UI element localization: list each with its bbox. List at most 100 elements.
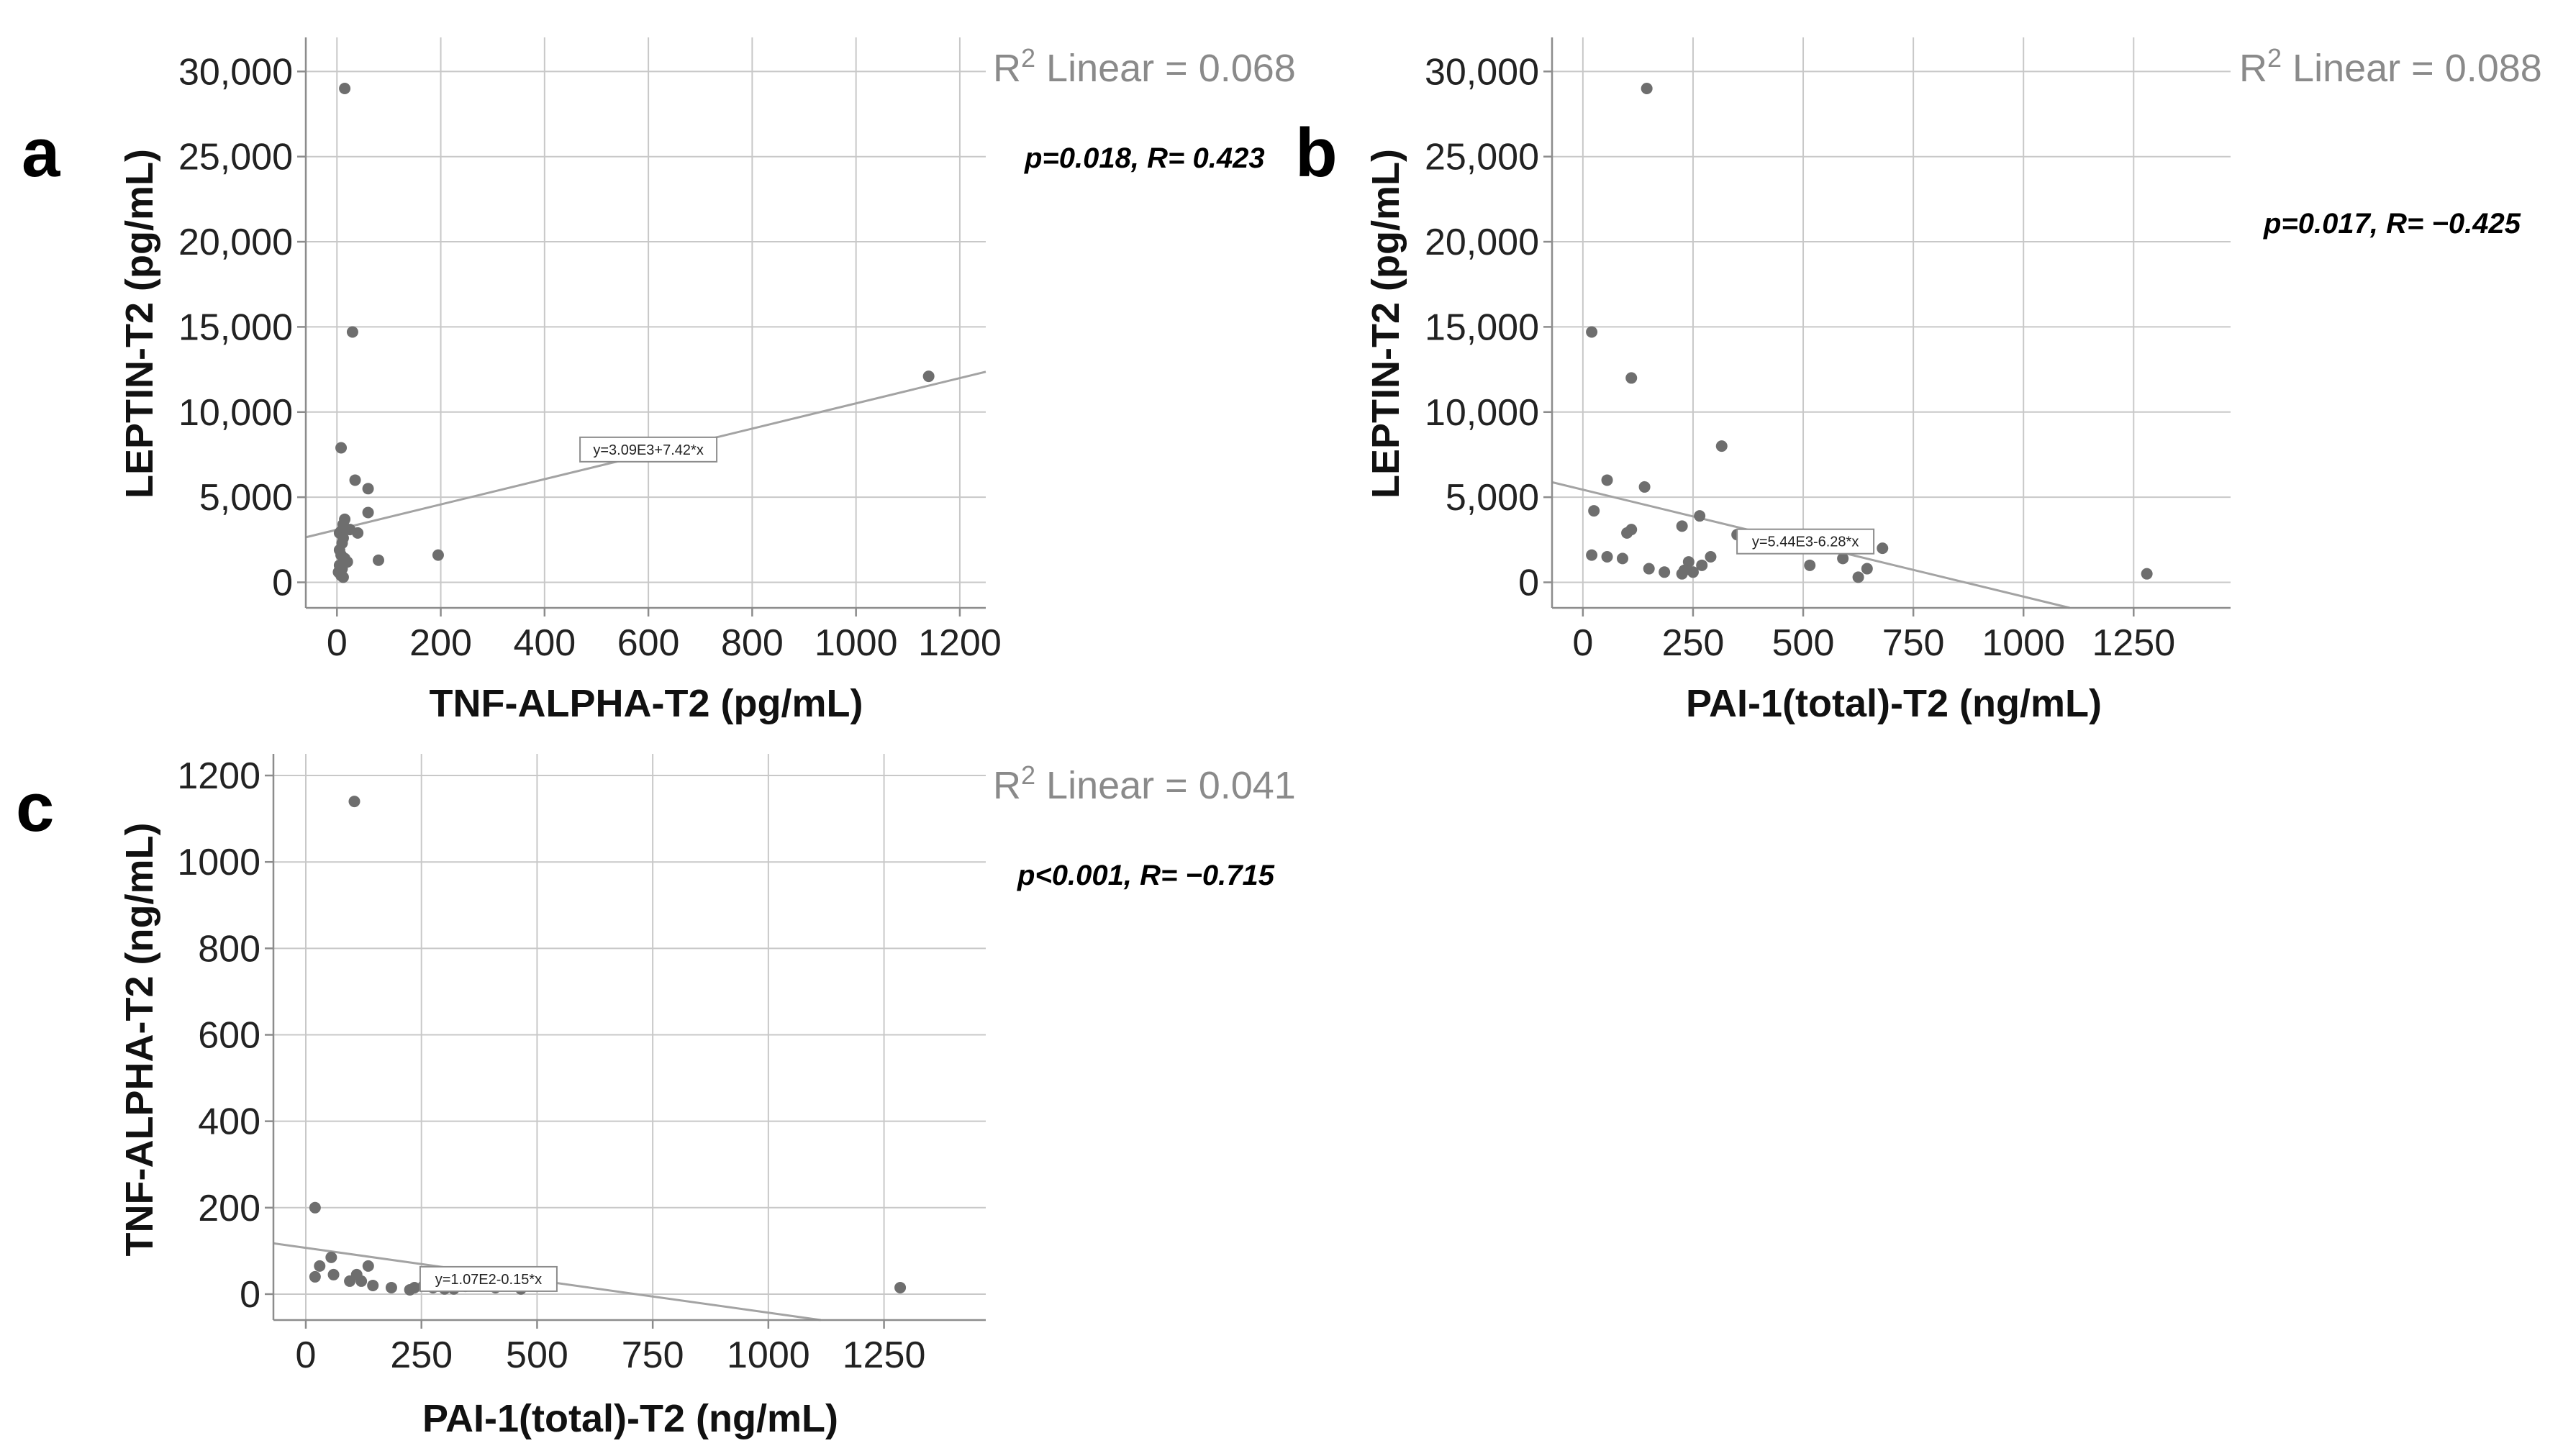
x-axis-title: TNF-ALPHA-T2 (pg/mL) — [430, 682, 863, 725]
x-tick-label: 0 — [1572, 622, 1593, 664]
x-tick-label: 500 — [506, 1334, 568, 1376]
y-tick-label: 30,000 — [1425, 51, 1539, 93]
scatter-panel-c: c y=1.07E2-0.15*x 020040060080010001200 … — [16, 754, 1296, 1440]
equation-callout: y=3.09E3+7.42*x — [579, 436, 718, 463]
data-point — [346, 326, 358, 338]
y-tick-labels: 0 200 400 600 800 1000 1200 — [177, 755, 260, 1316]
grid — [306, 37, 986, 608]
x-tick-label: 750 — [622, 1334, 684, 1376]
data-point — [1601, 550, 1613, 563]
data-point — [1804, 559, 1816, 571]
y-tick-label: 5,000 — [1446, 477, 1539, 519]
data-point — [1705, 550, 1717, 563]
axes — [265, 754, 986, 1329]
stat-label: p=0.017, R= −0.425 — [2263, 208, 2521, 240]
y-tick-label: 200 — [198, 1188, 260, 1229]
data-point — [1625, 524, 1638, 536]
data-point — [1852, 571, 1864, 583]
y-tick-label: 400 — [198, 1101, 260, 1143]
data-point — [1715, 440, 1728, 452]
data-point — [1837, 552, 1849, 565]
data-point — [409, 1281, 421, 1293]
x-tick-label: 800 — [721, 622, 784, 664]
y-tick-label: 30,000 — [178, 51, 293, 93]
equation-box — [419, 1265, 558, 1292]
grid — [1552, 37, 2231, 608]
y-tick-label: 5,000 — [199, 477, 293, 519]
data-point — [1694, 510, 1706, 522]
data-point — [372, 554, 384, 566]
y-tick-label: 600 — [198, 1014, 260, 1056]
y-tick-label: 25,000 — [178, 137, 293, 178]
panel-letter-b: b — [1295, 114, 1338, 191]
x-tick-label: 1000 — [1982, 622, 2065, 664]
data-point — [325, 1251, 337, 1263]
y-tick-label: 20,000 — [178, 222, 293, 263]
x-tick-labels: 0 250 500 750 1000 1250 — [296, 1334, 926, 1376]
x-axis-title: PAI-1(total)-T2 (ng/mL) — [1686, 682, 2102, 725]
x-tick-label: 1200 — [918, 622, 1002, 664]
data-point — [1696, 559, 1708, 571]
r-squared-value: Linear = 0.041 — [1046, 764, 1296, 807]
data-point — [922, 370, 935, 383]
y-tick-label: 15,000 — [1425, 306, 1539, 348]
data-points — [309, 796, 907, 1296]
y-tick-label: 15,000 — [178, 306, 293, 348]
x-tick-label: 1000 — [815, 622, 898, 664]
data-point — [1643, 563, 1655, 575]
data-point — [335, 442, 348, 454]
equation-callout: y=1.07E2-0.15*x — [419, 1265, 558, 1292]
data-point — [1625, 372, 1638, 384]
x-tick-labels: 0 250 500 750 1000 1250 — [1572, 622, 2175, 664]
stat-label: p=0.018, R= 0.423 — [1024, 142, 1265, 174]
data-point — [1676, 520, 1688, 532]
data-point — [2141, 568, 2153, 580]
data-point — [327, 1268, 340, 1280]
y-tick-label: 10,000 — [178, 392, 293, 434]
x-tick-label: 600 — [617, 622, 680, 664]
y-tick-label: 0 — [1518, 562, 1539, 604]
r-squared-value: Linear = 0.088 — [2292, 47, 2542, 90]
r-squared-label: R2 Linear = 0.088 — [2239, 43, 2542, 90]
y-axis-title: TNF-ALPHA-T2 (ng/mL) — [118, 823, 161, 1257]
x-tick-label: 500 — [1772, 622, 1835, 664]
equation-label: y=3.09E3+7.42*x — [593, 442, 703, 458]
x-tick-label: 250 — [390, 1334, 453, 1376]
equation-label: y=1.07E2-0.15*x — [435, 1272, 542, 1288]
data-points — [1586, 83, 2153, 583]
x-tick-label: 0 — [296, 1334, 317, 1376]
y-tick-label: 10,000 — [1425, 392, 1539, 434]
x-tick-label: 1250 — [843, 1334, 926, 1376]
x-tick-labels: 0 200 400 600 800 1000 1200 — [327, 622, 1002, 664]
scatter-panel-b: b y=5.44E3-6.28*x 0 5,000 10,000 15,000 20,0… — [1295, 37, 2542, 725]
scatter-panel-a: a y=3.09E3+7.42*x 0 5,000 10,000 15,000 20,0… — [22, 37, 1296, 725]
data-points — [332, 83, 935, 583]
y-tick-label: 800 — [198, 928, 260, 970]
r-squared-value: Linear = 0.068 — [1046, 47, 1296, 90]
x-tick-label: 750 — [1882, 622, 1945, 664]
equation-box — [1736, 528, 1875, 555]
data-point — [1861, 563, 1873, 575]
x-tick-label: 400 — [513, 622, 576, 664]
data-point — [314, 1260, 326, 1272]
x-tick-label: 1250 — [2092, 622, 2175, 664]
data-point — [432, 549, 444, 561]
data-point — [1877, 542, 1889, 555]
data-point — [309, 1270, 321, 1283]
data-point — [355, 1275, 368, 1287]
equation-callout: y=5.44E3-6.28*x — [1736, 528, 1875, 555]
r-squared-label: R2 Linear = 0.041 — [993, 760, 1296, 807]
y-tick-label: 0 — [272, 562, 293, 604]
y-tick-label: 1000 — [177, 842, 260, 883]
y-tick-label: 0 — [240, 1274, 260, 1316]
y-axis-title: LEPTIN-T2 (pg/mL) — [1364, 149, 1407, 499]
data-point — [349, 474, 361, 486]
x-tick-label: 1000 — [727, 1334, 810, 1376]
data-point — [1641, 83, 1653, 95]
data-point — [362, 483, 374, 495]
y-tick-label: 25,000 — [1425, 137, 1539, 178]
data-point — [1588, 505, 1600, 517]
data-point — [337, 571, 349, 583]
data-point — [309, 1201, 321, 1214]
